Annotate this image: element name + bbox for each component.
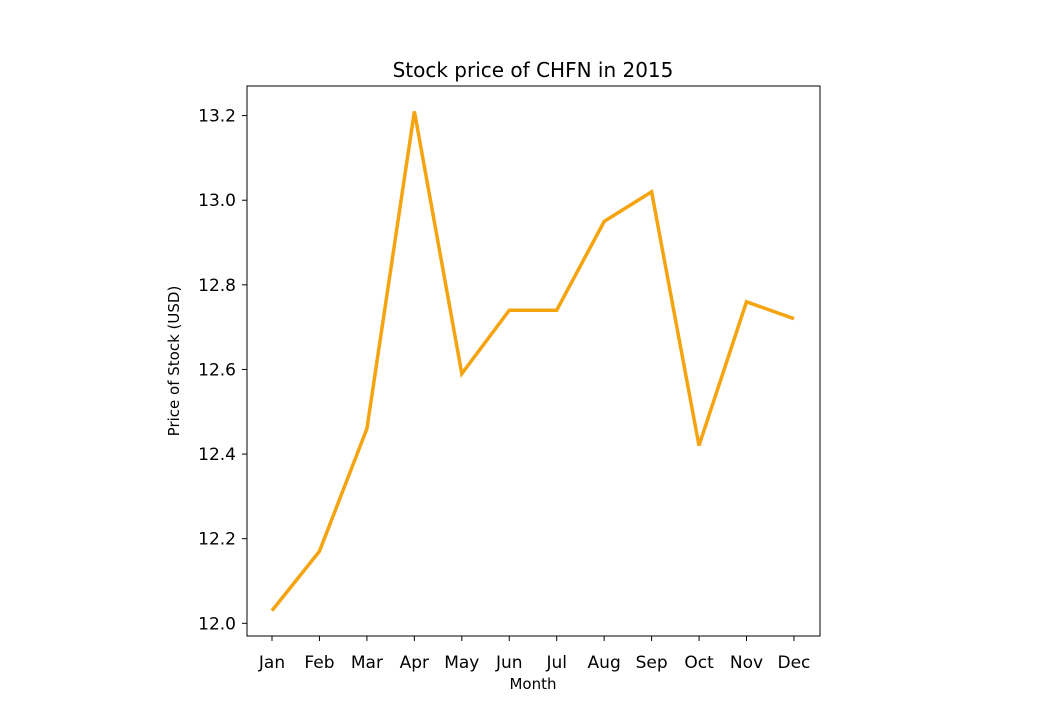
series-layer [270, 111, 795, 612]
x-tick-label: Aug [588, 653, 621, 673]
y-tick-label: 12.4 [198, 445, 236, 465]
x-tick-label: Oct [684, 653, 714, 673]
x-tick-label: Feb [304, 653, 334, 673]
x-axis: Jan Feb Mar Apr May Jun Jul Aug Sep Oct Nov Dec [258, 636, 810, 673]
plot-area-frame [246, 85, 821, 637]
y-tick-label: 13.0 [198, 191, 236, 211]
y-tick-label: 12.2 [198, 530, 236, 550]
x-tick-label: Apr [400, 653, 429, 673]
x-tick-label: Jul [545, 653, 567, 673]
x-axis-label: Month [509, 675, 556, 693]
y-tick-label: 12.8 [198, 276, 236, 296]
x-tick-label: Nov [730, 653, 763, 673]
y-tick-label: 12.6 [198, 360, 236, 380]
x-tick-label: Jan [258, 653, 285, 673]
x-tick-label: Dec [777, 653, 810, 673]
x-tick-label: Jun [495, 653, 523, 673]
y-axis-label: Price of Stock (USD) [165, 286, 183, 437]
series-line [270, 111, 795, 612]
chart-title: Stock price of CHFN in 2015 [393, 58, 674, 82]
y-tick-label: 12.0 [198, 614, 236, 634]
y-tick-label: 13.2 [198, 107, 236, 127]
y-axis: 12.0 12.2 12.4 12.6 12.8 13.0 13.2 [198, 107, 247, 634]
x-tick-label: Mar [351, 653, 383, 673]
x-tick-label: May [444, 653, 479, 673]
x-tick-label: Sep [636, 653, 668, 673]
